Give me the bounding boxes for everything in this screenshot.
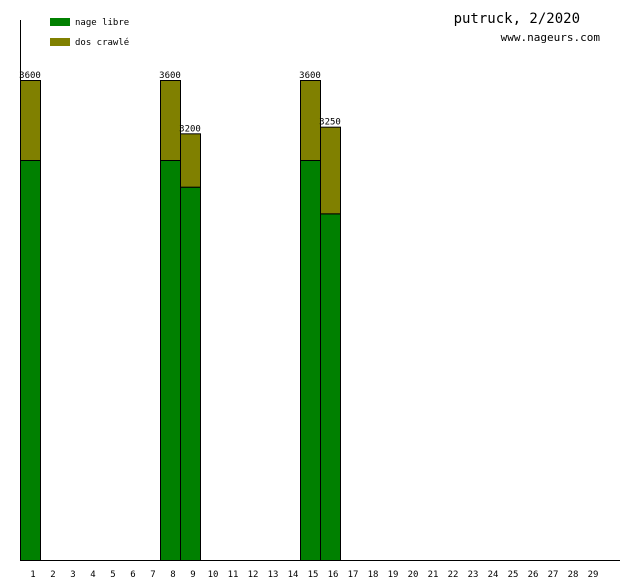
x-tick-label-29: 29 <box>588 570 599 580</box>
site-url: www.nageurs.com <box>501 31 601 44</box>
x-tick-label-8: 8 <box>170 570 175 580</box>
x-tick-label-10: 10 <box>208 570 219 580</box>
bar-total-label-day-8: 3600 <box>159 71 181 81</box>
x-tick-label-24: 24 <box>488 570 499 580</box>
legend-swatch-dos-crawle <box>50 38 70 46</box>
x-tick-label-1: 1 <box>30 570 35 580</box>
x-tick-label-15: 15 <box>308 570 319 580</box>
bar-segment-dos-crawle-day-15 <box>300 80 321 161</box>
legend-label-dos-crawle: dos crawlé <box>75 37 129 48</box>
bars-group <box>20 80 341 562</box>
x-tick-label-27: 27 <box>548 570 559 580</box>
bar-segment-nage-libre-day-8 <box>160 160 181 561</box>
x-tick-label-26: 26 <box>528 570 539 580</box>
x-tick-label-25: 25 <box>508 570 519 580</box>
chart-title: putruck, 2/2020 <box>454 11 580 27</box>
bar-total-label-day-9: 3200 <box>179 124 201 134</box>
bar-total-label-day-16: 3250 <box>319 118 341 128</box>
x-tick-label-14: 14 <box>288 570 299 580</box>
bar-segment-nage-libre-day-16 <box>320 213 341 561</box>
x-tick-label-4: 4 <box>90 570 95 580</box>
legend-label-nage-libre: nage libre <box>75 18 129 28</box>
bar-segment-nage-libre-day-1 <box>20 160 41 561</box>
x-tick-label-22: 22 <box>448 570 459 580</box>
legend-swatch-nage-libre <box>50 18 70 26</box>
bar-segment-dos-crawle-day-1 <box>20 80 41 161</box>
bar-segment-dos-crawle-day-8 <box>160 80 181 161</box>
x-tick-label-3: 3 <box>70 570 75 580</box>
x-tick-labels-group: 1 2 3 4 5 6 7 8 9 10 11 12 13 14 15 16 17 18 19 20 21 22 23 24 2… <box>30 570 598 580</box>
legend: nage libre dos crawlé <box>50 18 129 48</box>
x-tick-label-17: 17 <box>348 570 359 580</box>
bar-total-label-day-15: 3600 <box>299 71 321 81</box>
x-tick-label-23: 23 <box>468 570 479 580</box>
x-tick-label-12: 12 <box>248 570 259 580</box>
value-labels-group: 3600 3600 3200 3600 3250 <box>19 71 341 134</box>
x-tick-label-28: 28 <box>568 570 579 580</box>
bar-segment-dos-crawle-day-9 <box>180 133 201 188</box>
x-tick-label-11: 11 <box>228 570 239 580</box>
bar-segment-nage-libre-day-9 <box>180 186 201 562</box>
x-tick-label-16: 16 <box>328 570 339 580</box>
x-tick-label-2: 2 <box>50 570 55 580</box>
bar-total-label-day-1: 3600 <box>19 71 41 81</box>
x-tick-label-21: 21 <box>428 570 439 580</box>
bar-segment-dos-crawle-day-16 <box>320 126 341 215</box>
x-tick-label-7: 7 <box>150 570 155 580</box>
x-tick-label-18: 18 <box>368 570 379 580</box>
x-tick-label-20: 20 <box>408 570 419 580</box>
x-tick-label-13: 13 <box>268 570 279 580</box>
x-tick-label-19: 19 <box>388 570 399 580</box>
x-tick-label-9: 9 <box>190 570 195 580</box>
x-tick-label-6: 6 <box>130 570 135 580</box>
x-tick-label-5: 5 <box>110 570 115 580</box>
bar-segment-nage-libre-day-15 <box>300 160 321 561</box>
